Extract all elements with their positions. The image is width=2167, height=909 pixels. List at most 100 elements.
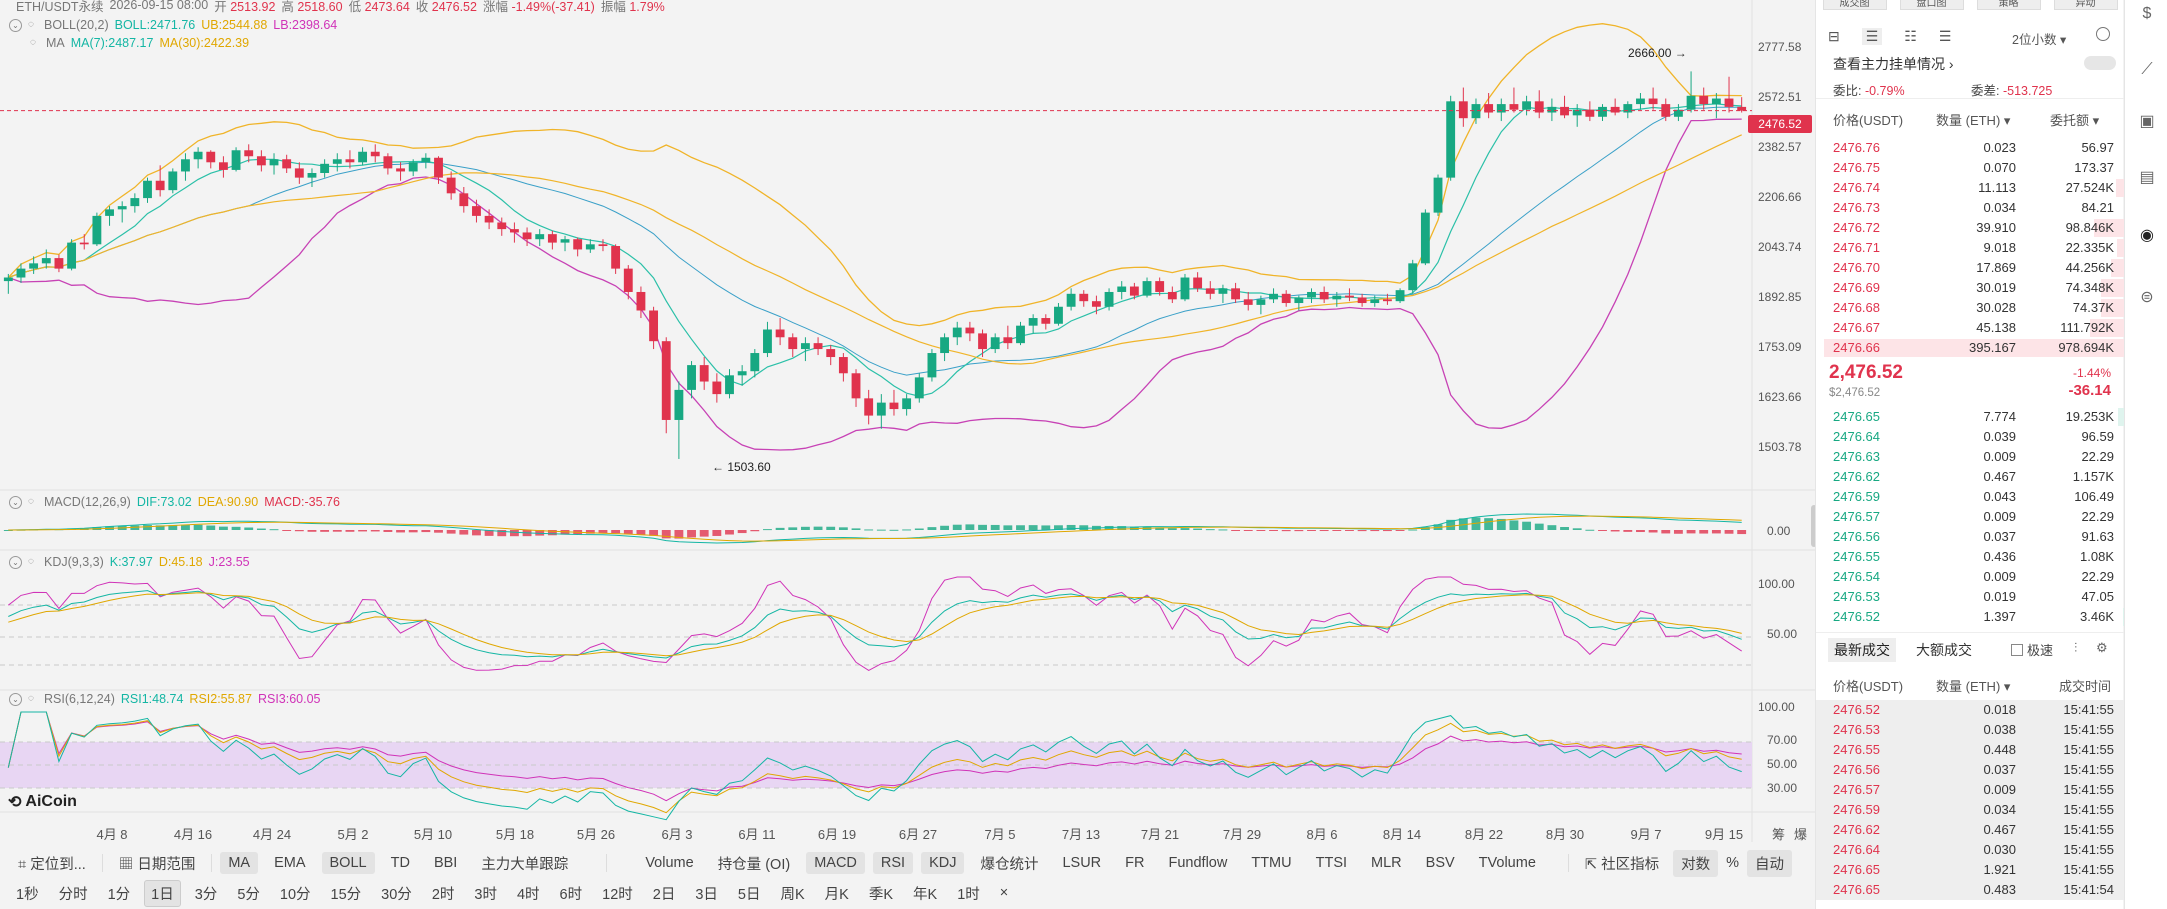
robot-icon[interactable]: ◉: [2140, 227, 2154, 244]
indicator-rsi[interactable]: RSI: [872, 852, 914, 874]
wallet-icon[interactable]: ▤: [2139, 169, 2155, 186]
bid-row[interactable]: 2476.54 0.009 22.29: [1816, 567, 2124, 587]
panel-resize-handle[interactable]: [1811, 505, 1817, 547]
trades-col-qty[interactable]: 数量 (ETH) ▾: [1936, 679, 2011, 694]
timeframe-3[interactable]: 1日: [144, 879, 181, 907]
indicator-oi[interactable]: 持仓量 (OI): [717, 856, 791, 873]
timeframe-18[interactable]: 月K: [824, 886, 849, 903]
bid-row[interactable]: 2476.55 0.436 1.08K: [1816, 547, 2124, 567]
bid-row[interactable]: 2476.62 0.467 1.157K: [1816, 467, 2124, 487]
collapse-toggle-icon[interactable]: ⌄: [9, 495, 22, 509]
book-asks-icon[interactable]: ☰: [1938, 28, 1952, 44]
timeframe-16[interactable]: 5日: [737, 886, 761, 903]
tab-large-trades[interactable]: 大额成交: [1916, 642, 1972, 658]
timeframe-13[interactable]: 12时: [602, 886, 633, 903]
timeframe-21[interactable]: 1时: [957, 886, 980, 903]
indicator-bbi[interactable]: BBI: [433, 855, 458, 871]
percent-scale-toggle[interactable]: %: [1726, 855, 1739, 871]
indicator-big-order[interactable]: 主力大单跟踪: [481, 856, 569, 873]
ask-row[interactable]: 2476.75 0.070 173.37: [1816, 158, 2124, 178]
date-range-button[interactable]: ▦ 日期范围: [118, 856, 196, 873]
main-orders-link[interactable]: 查看主力挂单情况 ›: [1833, 56, 1954, 72]
col-qty-header[interactable]: 数量 (ETH) ▾: [1936, 113, 2011, 128]
timeframe-5[interactable]: 5分: [237, 886, 260, 903]
timeframe-1[interactable]: 分时: [58, 886, 88, 903]
indicator-bsv[interactable]: BSV: [1425, 855, 1455, 871]
ask-row[interactable]: 2476.70 17.869 44.256K: [1816, 258, 2124, 278]
collapse-toggle-icon[interactable]: ⌄: [9, 692, 22, 706]
indicator-macd[interactable]: MACD: [806, 852, 865, 874]
ma-name[interactable]: MA: [46, 36, 65, 50]
main-orders-toggle[interactable]: [2084, 56, 2116, 70]
indicator-ema[interactable]: EMA: [274, 855, 306, 871]
ask-row[interactable]: 2476.68 30.028 74.37K: [1816, 298, 2124, 318]
kdj-name[interactable]: KDJ(9,3,3): [44, 555, 104, 569]
indicator-volume[interactable]: Volume: [645, 855, 694, 871]
timeframe-15[interactable]: 3日: [695, 886, 718, 903]
timeframe-11[interactable]: 4时: [516, 886, 540, 903]
timeframe-8[interactable]: 30分: [381, 886, 412, 903]
timeframe-4[interactable]: 3分: [194, 886, 218, 903]
candlestick-chart[interactable]: 2666.00 → ← 1503.60: [0, 0, 1815, 909]
indicator-ttsi[interactable]: TTSI: [1315, 855, 1348, 871]
close-icon[interactable]: ×: [999, 885, 1009, 901]
collapse-toggle-icon[interactable]: ⌄: [9, 18, 22, 32]
timeframe-20[interactable]: 年K: [913, 886, 938, 903]
indicator-fundflow[interactable]: Fundflow: [1168, 855, 1228, 871]
timeframe-2[interactable]: 1分: [107, 886, 131, 903]
bid-row[interactable]: 2476.65 7.774 19.253K: [1816, 407, 2124, 427]
settings-icon[interactable]: [2096, 27, 2110, 41]
collapse-toggle-icon[interactable]: ⌄: [9, 555, 22, 569]
rsi-name[interactable]: RSI(6,12,24): [44, 692, 115, 706]
timeframe-9[interactable]: 2时: [431, 886, 455, 903]
ask-row[interactable]: 2476.74 11.113 27.524K: [1816, 178, 2124, 198]
bell-icon[interactable]: ◌: [28, 556, 34, 567]
book-bids-icon[interactable]: ☷: [1904, 28, 1917, 44]
ask-row[interactable]: 2476.66 395.167 978.694K: [1816, 338, 2124, 358]
tab-depth-chart[interactable]: 盘口图: [1899, 0, 1964, 10]
ask-row[interactable]: 2476.71 9.018 22.335K: [1816, 238, 2124, 258]
timeframe-10[interactable]: 3时: [474, 886, 497, 903]
tab-latest-trades[interactable]: 最新成交: [1828, 638, 1896, 662]
dollar-icon[interactable]: $: [2142, 5, 2152, 22]
timeframe-6[interactable]: 10分: [279, 886, 311, 903]
col-total-header[interactable]: 委托额 ▾: [2050, 113, 2100, 128]
indicator-mlr[interactable]: MLR: [1371, 855, 1402, 871]
bell-icon[interactable]: ◌: [30, 37, 36, 48]
log-scale-toggle[interactable]: 对数: [1673, 849, 1719, 877]
chart-area[interactable]: 2666.00 → ← 1503.60 ETH/USDT永续 2026-09-15…: [0, 0, 1817, 909]
book-both-icon[interactable]: ⊟: [1828, 28, 1840, 44]
indicator-lsur[interactable]: LSUR: [1062, 855, 1102, 871]
bid-row[interactable]: 2476.63 0.009 22.29: [1816, 447, 2124, 467]
book-split-icon[interactable]: ☰: [1861, 28, 1883, 45]
timeframe-17[interactable]: 周K: [780, 886, 805, 903]
boll-name[interactable]: BOLL(20,2): [44, 18, 109, 32]
bid-row[interactable]: 2476.64 0.039 96.59: [1816, 427, 2124, 447]
settings-icon[interactable]: ⚙: [2096, 640, 2108, 655]
indicator-td[interactable]: TD: [390, 855, 410, 871]
exchange-icon[interactable]: ⊜: [2140, 289, 2154, 306]
bid-row[interactable]: 2476.52 1.397 3.46K: [1816, 607, 2124, 627]
indicator-ma[interactable]: MA: [220, 852, 259, 874]
timeframe-19[interactable]: 季K: [868, 886, 894, 903]
bid-row[interactable]: 2476.59 0.043 106.49: [1816, 487, 2124, 507]
ask-row[interactable]: 2476.69 30.019 74.348K: [1816, 278, 2124, 298]
line-chart-icon[interactable]: ⟋: [2141, 61, 2153, 78]
tab-alerts[interactable]: 异动: [2053, 0, 2118, 10]
timeframe-0[interactable]: 1秒: [16, 886, 39, 903]
indicator-ttmu[interactable]: TTMU: [1251, 855, 1292, 871]
chip-distribution-label[interactable]: 筹: [1772, 827, 1786, 842]
ask-row[interactable]: 2476.73 0.034 84.21: [1816, 198, 2124, 218]
community-indicators-button[interactable]: ⇱ 社区指标: [1584, 856, 1660, 873]
locate-button[interactable]: ⌗ 定位到...: [18, 856, 86, 873]
indicator-boll[interactable]: BOLL: [321, 852, 375, 874]
timeframe-14[interactable]: 2日: [652, 886, 676, 903]
bell-icon[interactable]: ◌: [28, 693, 34, 704]
bid-row[interactable]: 2476.57 0.009 22.29: [1816, 507, 2124, 527]
indicator-tvolume[interactable]: TVolume: [1478, 855, 1536, 871]
auto-scale-toggle[interactable]: 自动: [1747, 849, 1792, 877]
indicator-kdj[interactable]: KDJ: [921, 852, 965, 874]
indicator-liquidation[interactable]: 爆仓统计: [980, 856, 1039, 873]
bell-icon[interactable]: ◌: [28, 19, 34, 30]
liquidation-label[interactable]: 爆: [1794, 827, 1808, 842]
